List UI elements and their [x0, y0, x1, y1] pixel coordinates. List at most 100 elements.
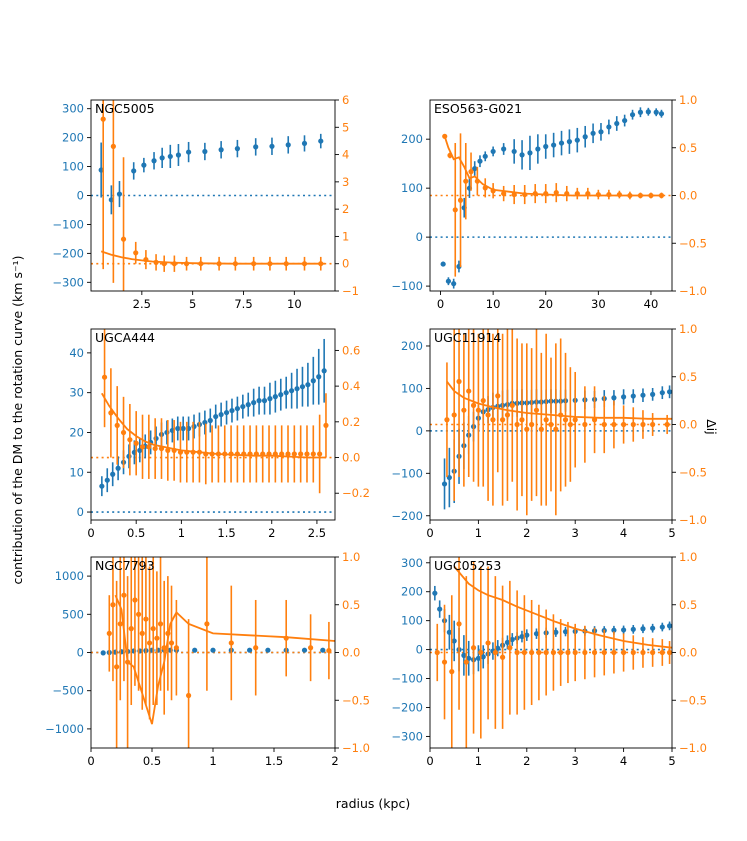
panel-title: UGC11914 — [434, 330, 501, 345]
orange-point — [234, 451, 240, 457]
y-tick-label: 200 — [62, 131, 84, 145]
orange-point — [291, 451, 297, 457]
x-tick-label: 3 — [572, 754, 579, 768]
orange-point — [216, 261, 222, 267]
x-tick-label: 1 — [475, 526, 482, 540]
orange-point — [621, 649, 627, 656]
blue-point — [115, 465, 121, 471]
blue-point — [116, 191, 123, 197]
orange-point — [461, 407, 467, 413]
blue-point — [164, 429, 170, 436]
orange-point — [304, 451, 310, 457]
orange-point — [522, 191, 528, 198]
blue-point — [141, 162, 147, 168]
blue-point — [659, 390, 665, 396]
blue-point — [186, 149, 192, 155]
blue-point — [451, 281, 457, 287]
x-tick-label: 10 — [486, 297, 501, 311]
orange-point — [650, 421, 656, 428]
panel-ngc7793: 0 0.5 1 1.5 2 −1000 −500 0 500 1000 −1.0 −0.5 0.0 0.5… — [45, 550, 370, 768]
orange-point — [152, 445, 158, 452]
orange-point — [514, 421, 520, 428]
orange-point — [114, 422, 120, 428]
blue-point — [301, 647, 308, 653]
orange-point — [470, 645, 477, 651]
y-tick-label: 200 — [401, 585, 423, 599]
orange-point — [616, 191, 622, 198]
x-tick-label: 10 — [287, 297, 302, 311]
orange-point — [553, 190, 559, 196]
blue-point — [621, 627, 627, 633]
blue-point — [650, 625, 656, 631]
y-tick-label: 40 — [69, 346, 84, 360]
x-axis-label: radius (kpc) — [336, 796, 410, 811]
orange-point — [132, 597, 138, 603]
orange-point — [121, 592, 127, 598]
y-tick-label: 0 — [77, 189, 84, 203]
orange-point — [279, 451, 285, 457]
orange-point — [310, 451, 316, 457]
blue-point — [629, 112, 636, 118]
orange-point — [253, 451, 259, 457]
blue-point — [289, 388, 295, 394]
blue-point — [310, 378, 316, 384]
orange-point — [500, 417, 506, 423]
orange-point — [260, 451, 266, 457]
blue-point — [240, 403, 246, 410]
orange-point — [171, 447, 177, 453]
blue-point — [533, 631, 540, 637]
blue-point — [207, 417, 213, 424]
plot-area — [91, 329, 335, 513]
blue-point — [446, 474, 452, 481]
orange-point — [161, 645, 167, 651]
blue-point — [621, 394, 627, 400]
orange-point — [550, 649, 557, 656]
blue-point — [611, 627, 617, 633]
panel-ngc5005: 2.5 5 7.5 10 −300 −200 −100 0 100 200 300 −1 0 1 2 3 4 5 6… — [52, 93, 359, 311]
x-tick-label: 2 — [268, 526, 275, 540]
orange-point — [241, 451, 247, 457]
orange-point — [247, 451, 253, 457]
orange-point — [565, 649, 571, 656]
orange-point — [135, 611, 142, 617]
orange-point — [100, 116, 106, 122]
orange-point — [474, 178, 480, 184]
y-tick-label: 1000 — [55, 569, 84, 583]
x-tick-label: 1 — [178, 526, 185, 540]
blue-point — [285, 142, 291, 148]
panel-title: NGC5005 — [95, 101, 155, 116]
orange-point — [161, 261, 167, 267]
y-tick-label: 200 — [401, 339, 423, 353]
x-tick-label: 1.5 — [265, 754, 283, 768]
orange-point — [529, 421, 535, 428]
blue-point — [466, 655, 472, 661]
orange-point — [514, 649, 520, 656]
y2-tick-label: 0.0 — [679, 189, 697, 203]
blue-point — [653, 109, 659, 115]
orange-point — [203, 451, 209, 457]
x-tick-label: 0 — [87, 526, 94, 540]
orange-point — [495, 393, 501, 399]
y-tick-label: 500 — [62, 607, 84, 621]
y-tick-label: −300 — [391, 729, 423, 743]
x-tick-label: 2 — [523, 754, 530, 768]
blue-point — [223, 409, 230, 416]
y-tick-label: 100 — [401, 381, 423, 395]
orange-point — [283, 261, 289, 267]
x-tick-label: 2.5 — [308, 526, 326, 540]
y2-tick-label: −1.0 — [679, 513, 707, 527]
blue-point — [213, 413, 219, 420]
orange-point — [543, 190, 549, 197]
x-tick-label: 2 — [523, 526, 530, 540]
blue-point — [614, 120, 620, 127]
orange-point — [572, 649, 578, 656]
blue-point — [294, 386, 300, 392]
orange-point — [447, 152, 453, 158]
blue-point — [519, 152, 525, 158]
x-tick-label: 0 — [87, 754, 94, 768]
blue-point — [659, 624, 665, 630]
orange-point — [553, 426, 559, 432]
blue-point — [218, 147, 224, 153]
blue-point — [622, 117, 628, 124]
